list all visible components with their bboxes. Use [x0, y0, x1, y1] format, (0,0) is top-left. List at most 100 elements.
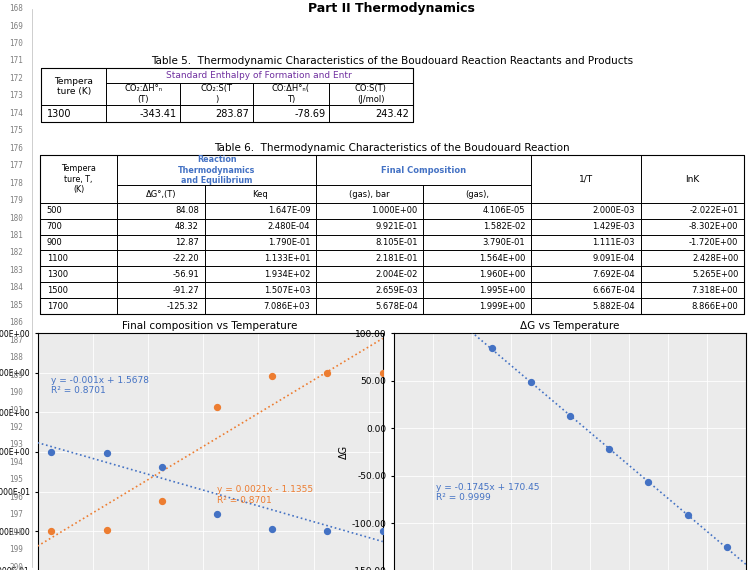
- Text: 171: 171: [10, 56, 23, 66]
- Text: -2.022E+01: -2.022E+01: [689, 206, 738, 215]
- Bar: [117, 298, 205, 314]
- Bar: [640, 219, 744, 235]
- Bar: [117, 235, 205, 250]
- Title: ΔG vs Temperature: ΔG vs Temperature: [520, 321, 620, 331]
- Bar: [205, 298, 316, 314]
- Text: 1.960E+00: 1.960E+00: [478, 270, 525, 279]
- Text: 182: 182: [10, 249, 23, 258]
- Bar: [329, 83, 412, 105]
- Bar: [117, 282, 205, 298]
- Text: 2.004E-02: 2.004E-02: [375, 270, 418, 279]
- Bar: [40, 282, 117, 298]
- Text: 1.111E-03: 1.111E-03: [592, 238, 635, 247]
- Bar: [181, 105, 253, 122]
- Text: 2.428E+00: 2.428E+00: [692, 254, 738, 263]
- Text: 168: 168: [10, 4, 23, 13]
- Text: 2.000E-03: 2.000E-03: [592, 206, 635, 215]
- Bar: [423, 185, 531, 203]
- Text: 196: 196: [10, 493, 23, 502]
- Bar: [423, 235, 531, 250]
- Bar: [40, 250, 117, 266]
- Text: 1.582E-02: 1.582E-02: [483, 222, 525, 231]
- Text: y = 0.0021x - 1.1355
R² = 0.8701: y = 0.0021x - 1.1355 R² = 0.8701: [217, 485, 314, 504]
- Point: [266, 525, 278, 534]
- Text: 200: 200: [10, 563, 23, 570]
- Bar: [205, 235, 316, 250]
- Text: 179: 179: [10, 196, 23, 205]
- Bar: [531, 203, 640, 219]
- Text: Reaction
Thermodynamics
and Equilibrium: Reaction Thermodynamics and Equilibrium: [178, 156, 255, 185]
- Bar: [40, 266, 117, 282]
- Point: [322, 369, 334, 378]
- Text: 1.507E+03: 1.507E+03: [264, 286, 310, 295]
- Text: 243.42: 243.42: [375, 109, 409, 119]
- Text: (gas),: (gas),: [465, 190, 489, 198]
- Bar: [531, 219, 640, 235]
- Bar: [41, 105, 106, 122]
- Text: 1300: 1300: [46, 109, 71, 119]
- Bar: [329, 105, 412, 122]
- Text: lnK: lnK: [686, 174, 700, 184]
- Text: 12.87: 12.87: [175, 238, 199, 247]
- Point: [211, 509, 223, 518]
- Bar: [205, 250, 316, 266]
- Bar: [205, 219, 316, 235]
- Text: 48.32: 48.32: [175, 222, 199, 231]
- Bar: [423, 266, 531, 282]
- Text: 1700: 1700: [46, 302, 68, 311]
- Text: 2.659E-03: 2.659E-03: [375, 286, 418, 295]
- Bar: [40, 235, 117, 250]
- Text: (gas), bar: (gas), bar: [350, 190, 390, 198]
- Bar: [640, 203, 744, 219]
- Text: 5.265E+00: 5.265E+00: [692, 270, 738, 279]
- Bar: [117, 219, 205, 235]
- Bar: [40, 298, 117, 314]
- Point: [486, 344, 498, 353]
- Bar: [106, 68, 412, 83]
- Text: Tempera
ture, T,
(K): Tempera ture, T, (K): [61, 164, 96, 194]
- Text: y = -0.1745x + 170.45
R² = 0.9999: y = -0.1745x + 170.45 R² = 0.9999: [436, 483, 540, 502]
- Point: [682, 510, 694, 519]
- Text: 1.934E+02: 1.934E+02: [264, 270, 310, 279]
- Text: 1/T: 1/T: [579, 174, 592, 184]
- Text: 2.181E-01: 2.181E-01: [375, 254, 418, 263]
- Bar: [423, 219, 531, 235]
- Text: -1.720E+00: -1.720E+00: [689, 238, 738, 247]
- Text: Tempera
ture (K): Tempera ture (K): [54, 77, 93, 96]
- Text: y = -0.001x + 1.5678
R² = 0.8701: y = -0.001x + 1.5678 R² = 0.8701: [51, 376, 149, 396]
- Text: 8.105E-01: 8.105E-01: [375, 238, 418, 247]
- Point: [100, 526, 112, 535]
- Point: [100, 448, 112, 457]
- Bar: [253, 83, 329, 105]
- Text: 176: 176: [10, 144, 23, 153]
- Text: 194: 194: [10, 458, 23, 467]
- Text: -8.302E+00: -8.302E+00: [688, 222, 738, 231]
- Bar: [205, 282, 316, 298]
- Text: 185: 185: [10, 301, 23, 310]
- Text: 5.882E-04: 5.882E-04: [592, 302, 635, 311]
- Text: 8.866E+00: 8.866E+00: [692, 302, 738, 311]
- Text: 2.480E-04: 2.480E-04: [268, 222, 310, 231]
- Text: Final Composition: Final Composition: [381, 166, 466, 175]
- Bar: [316, 250, 423, 266]
- Point: [603, 445, 615, 454]
- Point: [45, 527, 57, 536]
- Text: 189: 189: [10, 370, 23, 380]
- Point: [721, 543, 733, 552]
- Bar: [531, 266, 640, 282]
- Bar: [423, 250, 531, 266]
- Text: 1.790E-01: 1.790E-01: [268, 238, 310, 247]
- Bar: [531, 155, 640, 203]
- Text: 187: 187: [10, 336, 23, 345]
- Bar: [205, 266, 316, 282]
- Bar: [117, 185, 205, 203]
- Text: -56.91: -56.91: [172, 270, 199, 279]
- Text: ΔG°,(T): ΔG°,(T): [146, 190, 176, 198]
- Bar: [40, 203, 117, 219]
- Text: 1.995E+00: 1.995E+00: [479, 286, 525, 295]
- Text: 84.08: 84.08: [175, 206, 199, 215]
- Text: 7.318E+00: 7.318E+00: [692, 286, 738, 295]
- Bar: [205, 203, 316, 219]
- Text: 900: 900: [46, 238, 62, 247]
- Bar: [40, 155, 117, 203]
